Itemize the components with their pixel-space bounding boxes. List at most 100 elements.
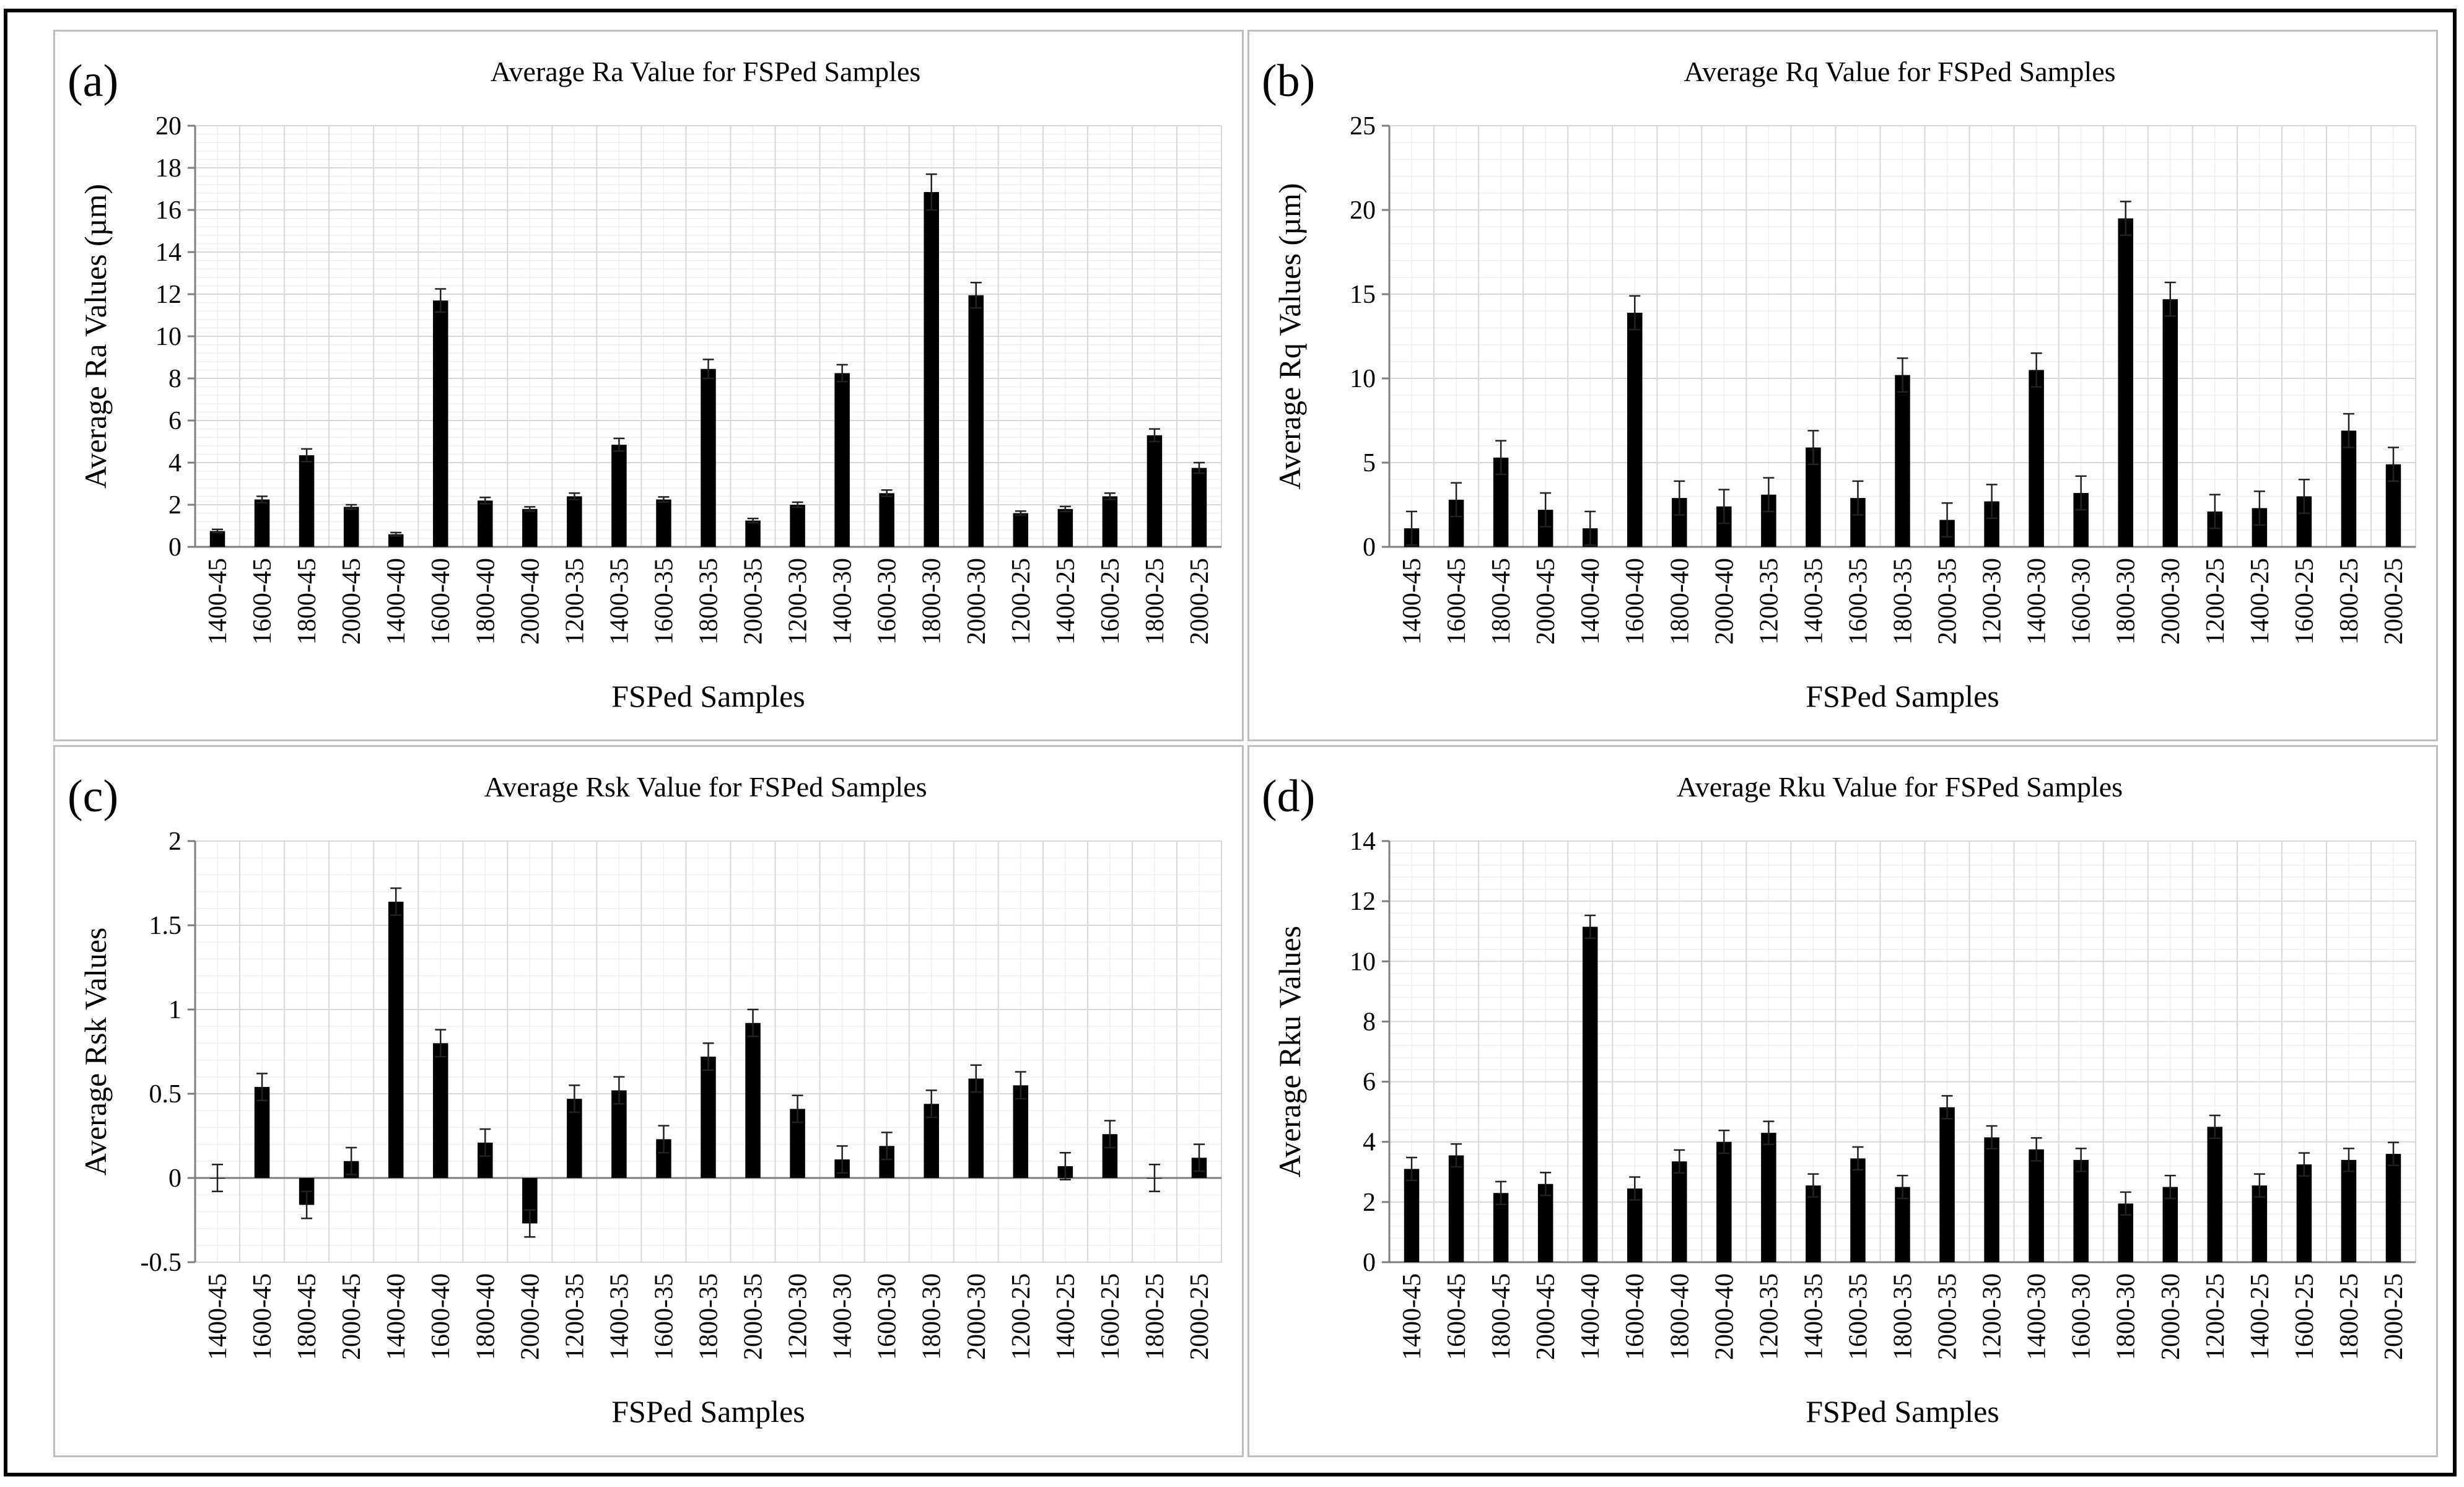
x-tick-label: 1600-40	[1621, 558, 1649, 645]
bar-1400-35	[1806, 1185, 1821, 1262]
x-tick-label: 2000-40	[1710, 1273, 1739, 1360]
bar-1200-25	[2207, 1127, 2223, 1262]
y-axis-title: Average Rku Values	[1272, 926, 1307, 1177]
panel-label: (b)	[1262, 56, 1315, 107]
x-tick-label: 1800-30	[2112, 558, 2141, 645]
x-tick-label: 1400-30	[829, 1273, 857, 1360]
x-tick-label: 1800-25	[2335, 1273, 2364, 1360]
x-tick-label: 1200-25	[1007, 1273, 1036, 1360]
x-tick-label: 1800-45	[1487, 558, 1516, 645]
bar-2000-40	[522, 508, 538, 547]
bar-1600-30	[2073, 1159, 2089, 1262]
x-tick-label: 1800-30	[918, 1273, 946, 1360]
chart-title: Average Ra Value for FSPed Samples	[491, 56, 921, 87]
x-tick-label: 1200-35	[1755, 558, 1783, 645]
chart-title: Average Rq Value for FSPed Samples	[1684, 56, 2115, 87]
bar-1600-45	[1448, 1155, 1464, 1262]
x-tick-label: 1400-25	[2246, 1273, 2274, 1360]
y-tick-label: 0	[168, 1164, 181, 1193]
x-tick-label: 1600-45	[248, 558, 277, 645]
x-tick-label: 1800-40	[471, 1273, 500, 1360]
x-tick-label: 1400-40	[382, 1273, 411, 1360]
x-tick-label: 1200-30	[784, 558, 813, 645]
bar-2000-40	[1716, 1141, 1732, 1262]
x-tick-label: 1200-30	[1978, 1273, 2007, 1360]
bar-1200-30	[790, 505, 805, 547]
x-tick-label: 1600-30	[2068, 1273, 2096, 1360]
bar-1600-25	[1102, 496, 1118, 547]
bar-1800-40	[1672, 1161, 1687, 1262]
bar-1800-25	[1147, 435, 1163, 547]
y-tick-label: 10	[1350, 365, 1376, 393]
bar-1200-25	[1013, 1085, 1029, 1178]
y-tick-label: -0.5	[141, 1249, 182, 1277]
bar-1800-40	[478, 500, 493, 547]
chart-svg: 0 2 4 6 8 10 12 14 1400-45 1600-45 1800-45 2000-45 1…	[1262, 771, 2416, 1429]
bar-1800-35	[1895, 375, 1910, 547]
x-tick-label: 1800-45	[293, 1273, 321, 1360]
x-tick-label: 1600-40	[1621, 1273, 1649, 1360]
bar-1600-40	[1627, 312, 1643, 547]
x-tick-label: 1400-35	[1799, 1273, 1828, 1360]
bar-2000-25	[1191, 468, 1207, 547]
bar-1400-40	[1582, 927, 1598, 1262]
x-tick-label: 1400-35	[1799, 558, 1828, 645]
chart-title: Average Rku Value for FSPed Samples	[1677, 771, 2123, 803]
bar-1600-35	[656, 499, 671, 547]
x-tick-label: 1400-40	[1576, 1273, 1605, 1360]
x-tick-label: 1200-35	[561, 558, 589, 645]
x-tick-label: 1200-25	[2201, 1273, 2230, 1360]
x-tick-label: 1800-25	[1141, 1273, 1169, 1360]
bar-1200-35	[1761, 1133, 1776, 1262]
x-tick-label: 1400-35	[605, 1273, 634, 1360]
x-tick-label: 1800-45	[293, 558, 321, 645]
y-tick-label: 0	[1363, 1249, 1376, 1277]
y-axis-title: Average Ra Values (µm)	[78, 184, 113, 489]
x-tick-label: 1400-45	[1398, 1273, 1426, 1360]
y-tick-label: 25	[1350, 112, 1376, 141]
x-tick-label: 1400-25	[2246, 558, 2274, 645]
x-tick-label: 1600-25	[1096, 1273, 1125, 1360]
bar-1400-40	[388, 901, 404, 1178]
x-tick-label: 1200-30	[1978, 558, 2007, 645]
y-tick-label: 0	[168, 533, 181, 562]
y-tick-label: 1.5	[149, 912, 182, 940]
x-tick-label: 1400-30	[829, 558, 857, 645]
x-tick-label: 2000-35	[1934, 558, 1962, 645]
x-tick-label: 1600-45	[1443, 1273, 1471, 1360]
x-tick-label: 1600-30	[873, 558, 902, 645]
x-tick-label: 1800-25	[1141, 558, 1169, 645]
bar-1400-35	[611, 1090, 627, 1178]
chart-panel-c: -0.5 0 0.5 1 1.5 2 1400-45 1600-45 1800-45 2000-4…	[53, 745, 1244, 1457]
y-tick-label: 5	[1363, 449, 1376, 477]
x-tick-label: 1800-25	[2335, 558, 2364, 645]
y-axis-title: Average Rq Values (µm)	[1272, 183, 1307, 490]
y-axis-title: Average Rsk Values	[78, 928, 113, 1176]
x-tick-label: 1400-30	[2023, 558, 2051, 645]
bar-1800-35	[1895, 1187, 1910, 1262]
x-tick-label: 2000-25	[2380, 558, 2408, 645]
y-tick-label: 0	[1363, 533, 1376, 562]
x-tick-label: 2000-35	[1934, 1273, 1962, 1360]
bar-1800-35	[701, 368, 716, 547]
bar-1400-30	[2029, 370, 2044, 547]
x-tick-label: 1800-35	[695, 1273, 723, 1360]
x-tick-label: 1600-25	[2291, 558, 2319, 645]
x-tick-label: 1800-35	[695, 558, 723, 645]
y-tick-label: 2	[1363, 1188, 1376, 1217]
bar-2000-30	[2162, 299, 2178, 547]
bar-2000-45	[1537, 1184, 1553, 1262]
bar-1200-25	[1013, 513, 1029, 547]
y-tick-label: 10	[155, 323, 181, 351]
y-tick-label: 15	[1350, 281, 1376, 309]
x-axis-title: FSPed Samples	[611, 679, 805, 713]
chart-svg: 0 5 10 15 20 25 1400-45 1600-45 1800-45 2000-45 14…	[1262, 56, 2416, 713]
x-tick-label: 1200-35	[1755, 1273, 1783, 1360]
bar-1600-40	[432, 300, 448, 547]
x-tick-label: 1200-25	[1007, 558, 1036, 645]
x-tick-label: 1400-45	[1398, 558, 1426, 645]
x-tick-label: 2000-25	[1186, 1273, 1214, 1360]
x-tick-label: 1600-45	[248, 1273, 277, 1360]
x-tick-label: 1600-45	[1443, 558, 1471, 645]
x-tick-label: 1600-30	[873, 1273, 902, 1360]
